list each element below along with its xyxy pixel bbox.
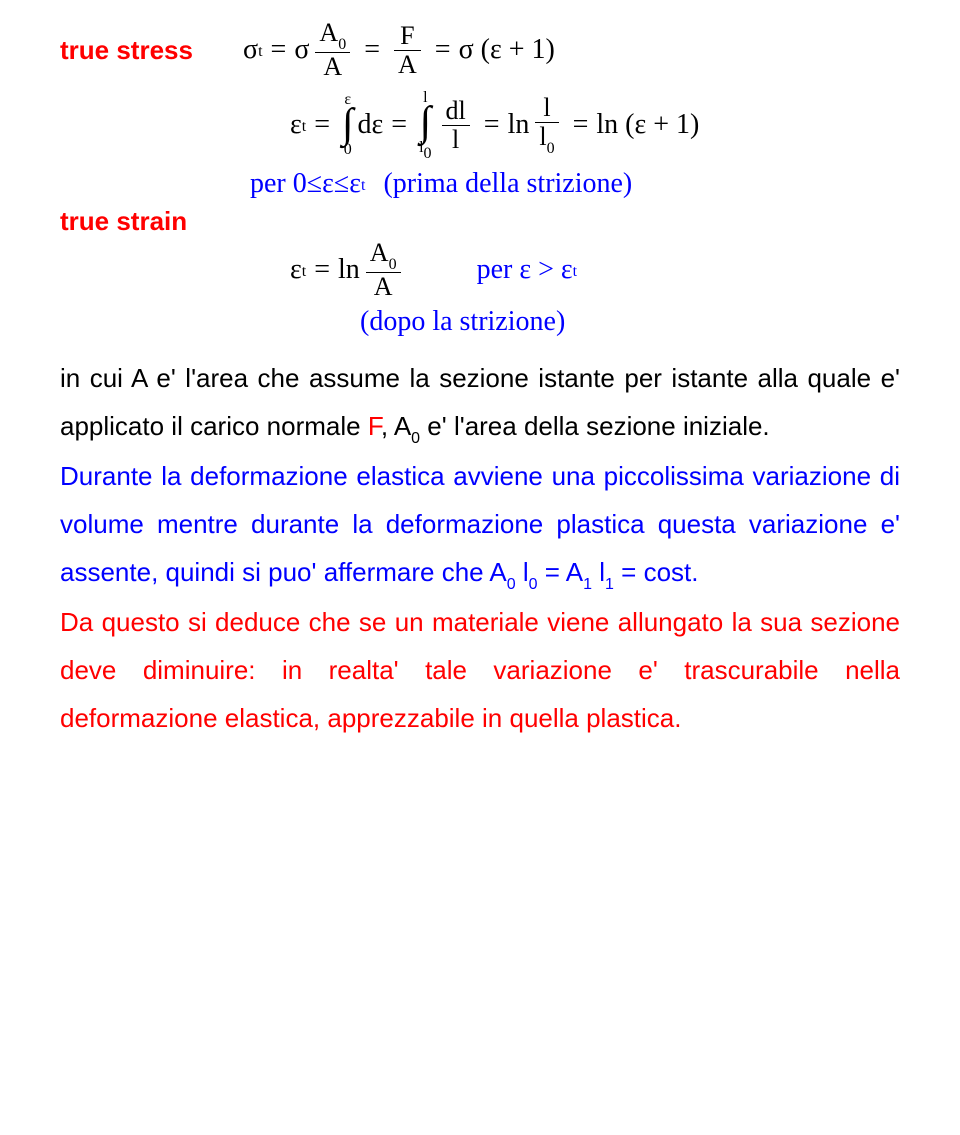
para-elastic-plastic: Durante la deformazione elastica avviene… (60, 452, 900, 598)
integral-2: l ∫ l0 (419, 90, 431, 160)
epsilon-t-ln-equation: εt = ln A0 A per ε > εt (290, 240, 900, 300)
true-stress-row: true stress σt = σ A0 A = F A = σ (ε + 1… (60, 20, 900, 80)
epsilon-t-integral-equation: εt = ε ∫ 0 dε = l ∫ l0 dl l = ln l (290, 90, 900, 160)
true-strain-label-row: true strain (60, 208, 900, 234)
para-conclusion: Da questo si deduce che se un materiale … (60, 598, 900, 742)
para1-F: F (368, 411, 381, 441)
true-strain-label: true strain (60, 206, 187, 236)
body-text: in cui A e' l'area che assume la sezione… (60, 354, 900, 742)
sigma-t-equation: σt = σ A0 A = F A = σ (ε + 1) (243, 20, 555, 80)
true-stress-label: true stress (60, 37, 193, 63)
condition-before-strizione: per 0≤ε≤εt (prima della strizione) (250, 170, 900, 198)
integral-1: ε ∫ 0 (342, 92, 354, 158)
condition-after-strizione: (dopo la strizione) (250, 308, 900, 336)
